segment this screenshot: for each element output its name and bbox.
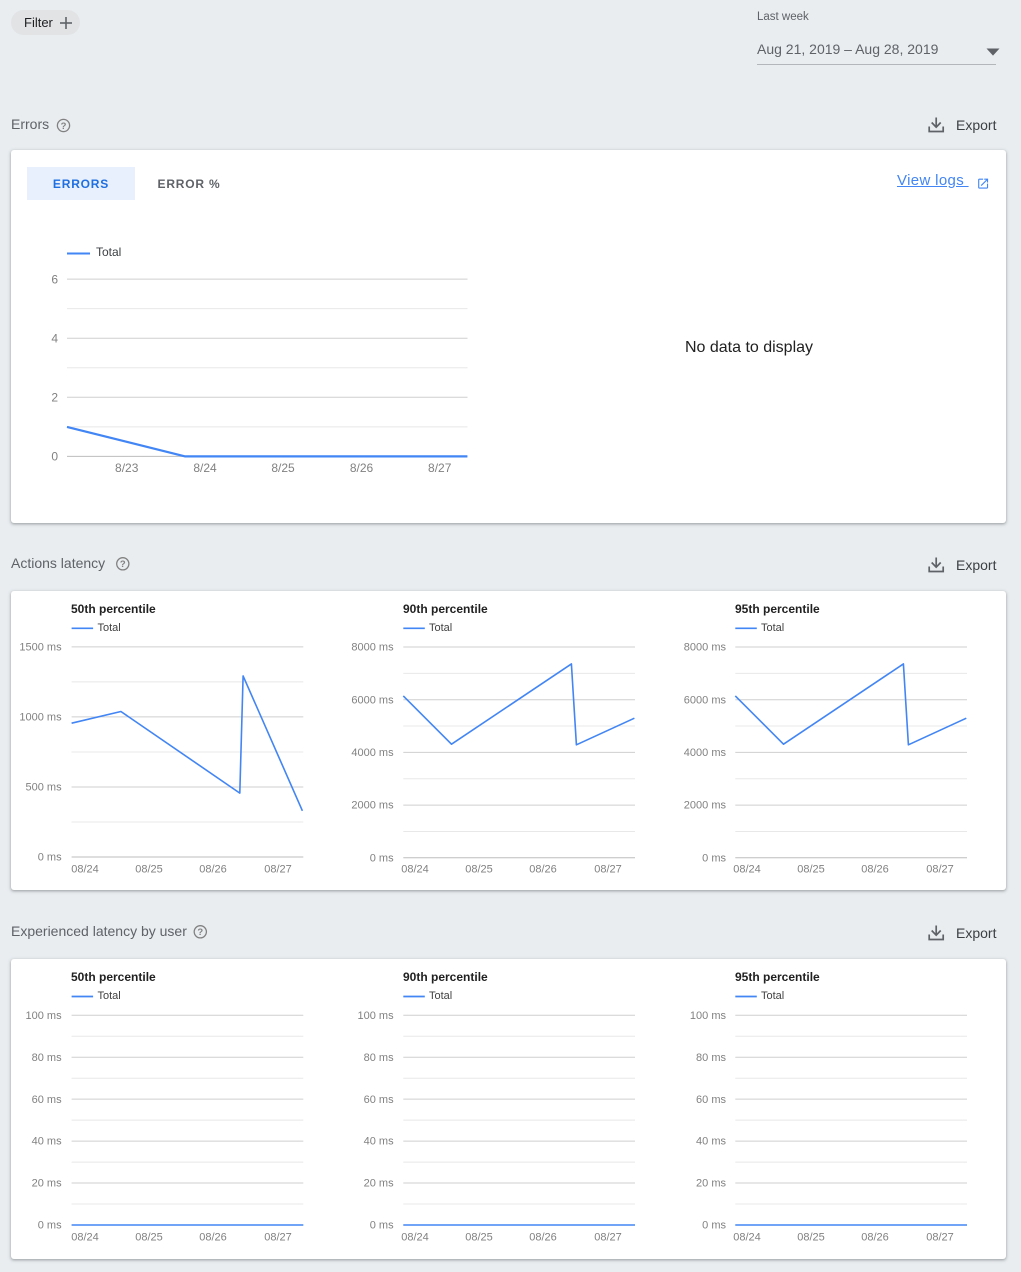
svg-text:?: ?	[197, 927, 203, 938]
svg-text:?: ?	[61, 121, 67, 132]
svg-text:?: ?	[120, 559, 126, 570]
